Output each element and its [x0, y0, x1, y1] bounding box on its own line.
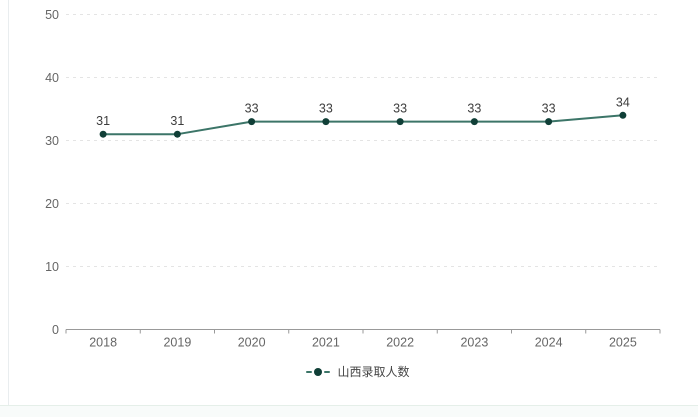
data-point[interactable]	[545, 118, 553, 126]
data-point[interactable]	[99, 130, 107, 138]
y-axis-label: 40	[45, 71, 59, 85]
data-point-label: 33	[542, 102, 556, 116]
x-axis-label: 2022	[386, 336, 414, 350]
y-axis-label: 50	[45, 8, 59, 22]
data-point[interactable]	[248, 118, 256, 126]
data-point-label: 34	[616, 95, 630, 109]
data-point[interactable]	[396, 118, 404, 126]
bottom-strip	[0, 405, 698, 417]
x-axis-label: 2025	[609, 336, 637, 350]
data-point[interactable]	[619, 111, 627, 119]
legend-dash-icon	[324, 371, 331, 373]
y-axis-label: 0	[52, 323, 59, 337]
data-point[interactable]	[173, 130, 181, 138]
series-line	[103, 114, 623, 136]
line-chart: 0 10 20 30 40 50 2018 2019 2020 2021 2022 2023 2024 2…	[45, 8, 661, 350]
data-point-label: 33	[319, 102, 333, 116]
data-point[interactable]	[322, 118, 330, 126]
data-point-label: 31	[96, 114, 110, 128]
legend-line-dot-marker	[306, 368, 331, 376]
chart-card: 0 10 20 30 40 50 2018 2019 2020 2021 2022 2023 2024 2…	[8, 0, 698, 405]
y-axis-label: 30	[45, 134, 59, 148]
data-point-label: 31	[170, 114, 184, 128]
legend-item[interactable]: 山西录取人数	[9, 363, 698, 381]
x-axis-label: 2018	[89, 336, 117, 350]
data-point-label: 33	[393, 102, 407, 116]
y-axis-label: 10	[45, 260, 59, 274]
y-axis-label: 20	[45, 197, 59, 211]
x-axis-label: 2023	[460, 336, 488, 350]
legend-label: 山西录取人数	[337, 365, 410, 379]
data-point[interactable]	[470, 118, 478, 126]
line-chart-canvas: 0 10 20 30 40 50 2018 2019 2020 2021 2022 2023 2024 2…	[9, 0, 698, 360]
x-axis-label: 2019	[163, 336, 191, 350]
data-point-label: 33	[467, 102, 481, 116]
data-point-label: 33	[245, 102, 259, 116]
legend-dash-icon	[306, 371, 313, 373]
legend-dot-icon	[314, 368, 323, 376]
x-axis-label: 2024	[535, 336, 563, 350]
x-axis-label: 2020	[238, 336, 266, 350]
x-axis-label: 2021	[312, 336, 340, 350]
